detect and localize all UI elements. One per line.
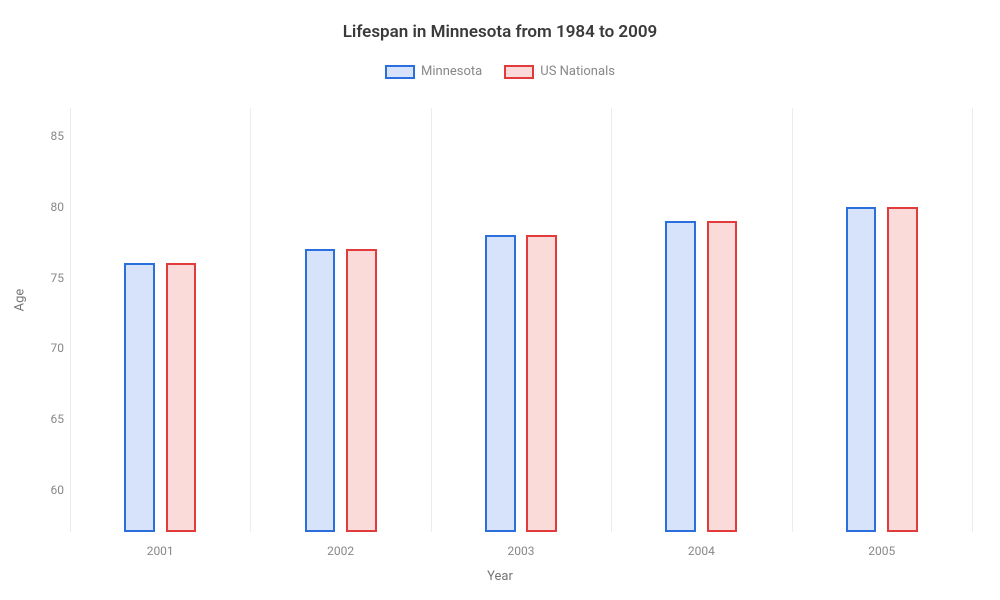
gridline [972,108,973,532]
x-tick-label: 2003 [508,544,535,558]
y-tick-label: 85 [26,129,64,143]
y-tick-label: 60 [26,483,64,497]
x-tick-label: 2004 [688,544,715,558]
bar[interactable] [305,249,336,532]
bar[interactable] [846,207,877,532]
gridline [792,108,793,532]
bar[interactable] [665,221,696,532]
bar[interactable] [526,235,557,532]
legend-swatch-icon [385,65,415,79]
x-tick-label: 2001 [147,544,174,558]
legend-label: US Nationals [540,64,615,79]
bar[interactable] [166,263,197,532]
y-tick-label: 80 [26,200,64,214]
y-axis-title: Age [13,289,28,312]
gridline [250,108,251,532]
legend-label: Minnesota [421,64,482,79]
legend-item-us-nationals[interactable]: US Nationals [504,64,615,79]
bar[interactable] [346,249,377,532]
bar[interactable] [485,235,516,532]
y-tick-label: 75 [26,271,64,285]
gridline [431,108,432,532]
y-tick-label: 70 [26,341,64,355]
legend-item-minnesota[interactable]: Minnesota [385,64,482,79]
x-axis-title: Year [487,569,513,584]
bar[interactable] [124,263,155,532]
bar[interactable] [887,207,918,532]
bar[interactable] [707,221,738,532]
x-tick-label: 2002 [327,544,354,558]
legend: Minnesota US Nationals [0,46,1000,87]
x-tick-label: 2005 [868,544,895,558]
plot-area: 60657075808520012002200320042005 [70,108,972,532]
gridline [70,108,71,532]
legend-swatch-icon [504,65,534,79]
bar-chart: Lifespan in Minnesota from 1984 to 2009 … [0,0,1000,600]
gridline [611,108,612,532]
chart-title: Lifespan in Minnesota from 1984 to 2009 [0,0,1000,46]
y-tick-label: 65 [26,412,64,426]
